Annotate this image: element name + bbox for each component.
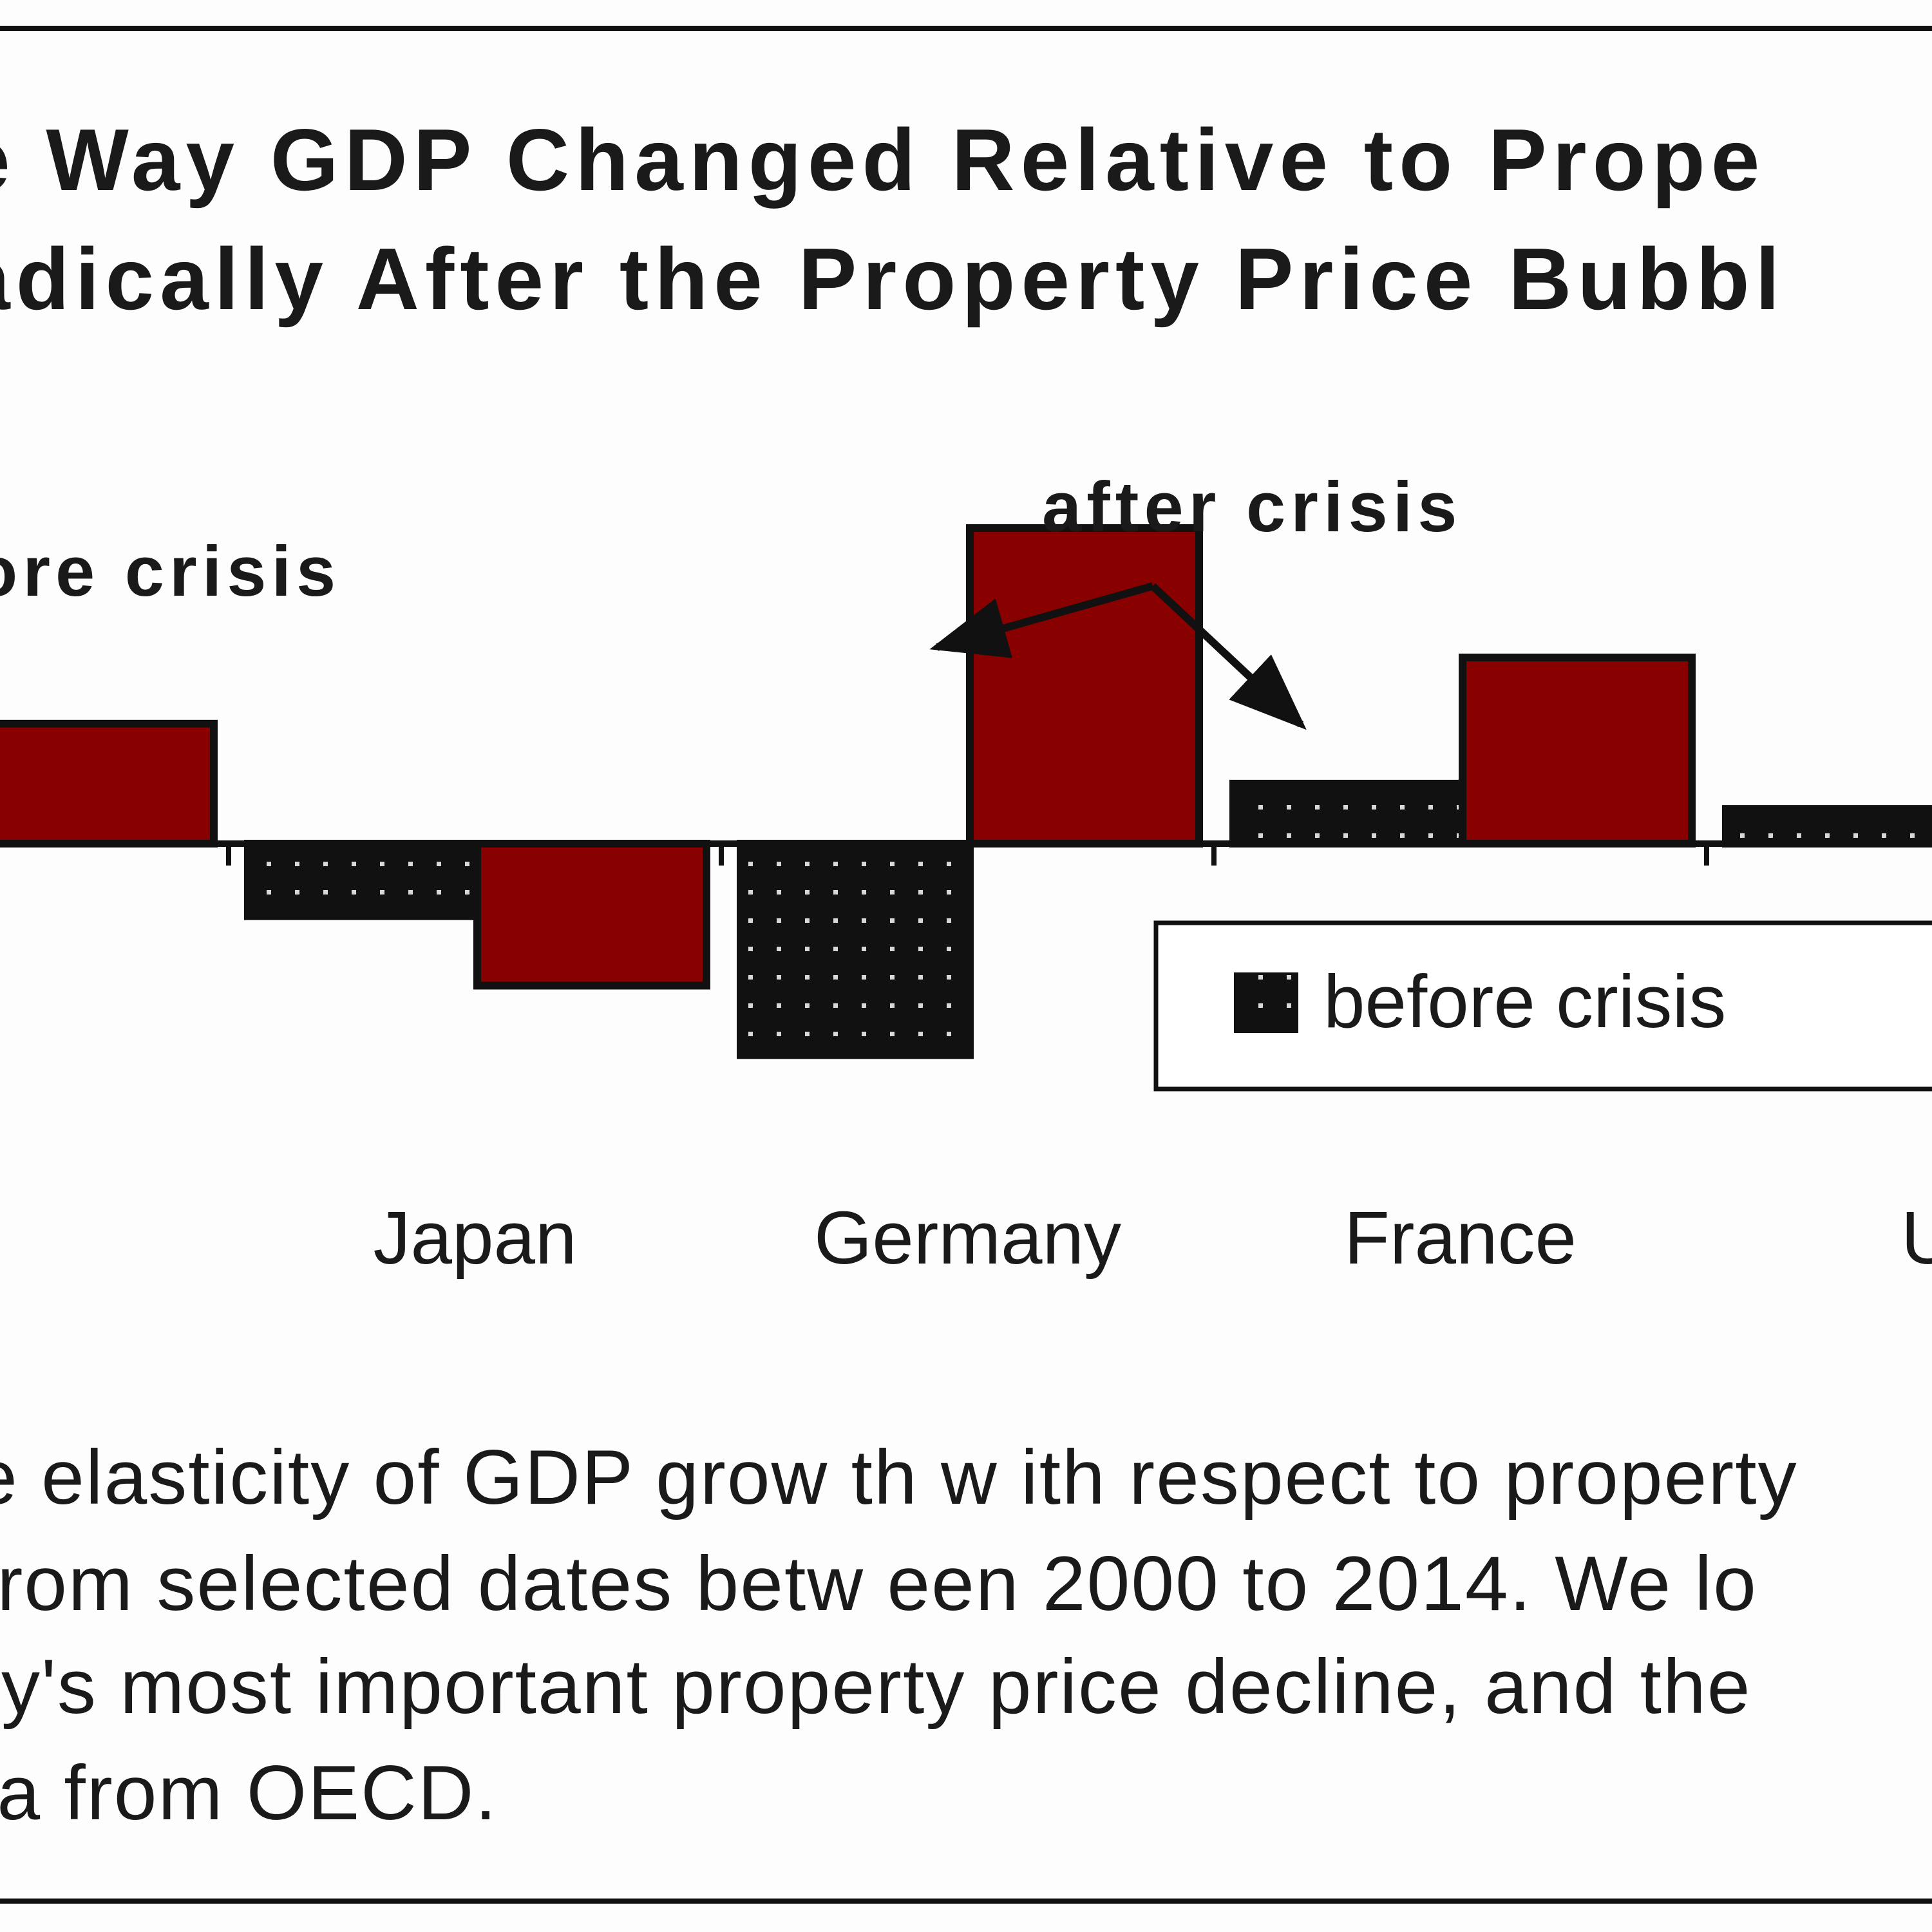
chart-title-line-2: adically After the Property Price Bubbl [0,230,1786,328]
bar-after-france [1459,653,1696,848]
caption-line-2: from selected dates betw een 2000 to 201… [0,1540,1757,1627]
category-label-uk: UK [1901,1196,1932,1280]
legend-swatch-before-crisis [1234,972,1298,1033]
bar-before-france [1229,779,1466,848]
bar-after-germany [966,524,1203,848]
category-label-japan: Japan [373,1196,576,1280]
bottom-border [0,1899,1932,1904]
annotation-arrow-right [1150,583,1307,730]
top-border [0,26,1932,31]
after-crisis-annotation: after crisis [1042,468,1462,547]
chart: Japan Germany France UK ore crisis after cr… [0,468,1932,1280]
bar-before-uk [1722,805,1932,848]
bar-after-group-0 [0,719,218,848]
bar-after-japan [473,840,710,990]
category-label-germany: Germany [814,1196,1121,1280]
bar-before-germany [737,840,974,1059]
before-crisis-annotation: ore crisis [0,532,341,611]
bar-before-japan [244,840,481,920]
legend: before crisis [1153,920,1932,1092]
caption-line-3: ry's most important property price decli… [0,1643,1752,1730]
category-label-france: France [1344,1196,1577,1280]
annotation-arrow-left [929,582,1154,658]
chart-title-line-1: e Way GDP Changed Relative to Prope [0,111,1766,209]
caption-line-1: e elasticity of GDP grow th w ith respec… [0,1434,1798,1520]
caption-line-4: ta from OECD. [0,1750,498,1836]
legend-label-before-crisis: before crisis [1323,960,1726,1043]
